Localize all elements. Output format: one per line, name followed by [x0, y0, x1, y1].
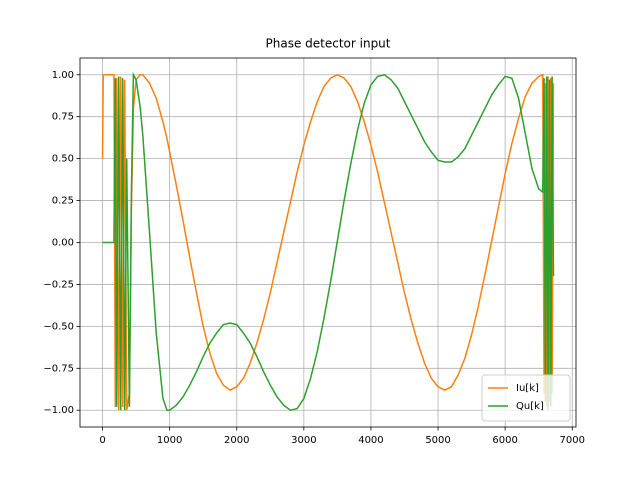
axes-frame [79, 57, 577, 428]
y-tick-label: −0.50 [43, 321, 74, 332]
y-tick-label: 0.25 [52, 196, 74, 207]
line-series [101, 73, 555, 411]
y-tick-label: 0.75 [52, 112, 74, 123]
y-tick-label: 0.00 [52, 238, 74, 249]
x-tick-label: 6000 [492, 435, 517, 446]
legend-box [481, 374, 571, 422]
x-tick-label: 3000 [291, 435, 316, 446]
x-tick-label: 2000 [224, 435, 249, 446]
x-tick-label: 5000 [425, 435, 450, 446]
x-tick-label: 1000 [157, 435, 182, 446]
x-tick-label: 4000 [358, 435, 383, 446]
y-tick-label: −0.75 [43, 363, 74, 374]
y-tick-label: −0.25 [43, 279, 74, 290]
line-series [102, 71, 555, 412]
y-tick-label: −1.00 [43, 405, 74, 416]
chart-title: Phase detector input [266, 37, 391, 51]
y-tick-label: 1.00 [52, 70, 74, 81]
y-tick-label: 0.50 [52, 154, 74, 165]
legend-label: Qu[k] [516, 401, 544, 412]
x-tick-label: 7000 [560, 435, 585, 446]
x-tick-label: 0 [99, 435, 105, 446]
legend-label: Iu[k] [516, 383, 539, 394]
